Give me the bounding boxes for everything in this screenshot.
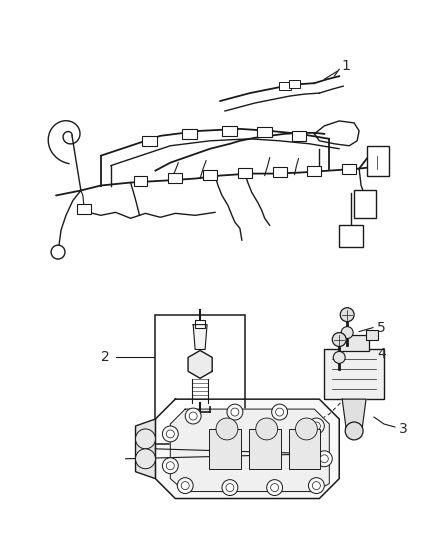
Circle shape <box>162 458 178 474</box>
Bar <box>203 169 217 180</box>
Circle shape <box>271 483 279 491</box>
Bar <box>142 136 157 146</box>
Circle shape <box>340 308 354 321</box>
Text: 5: 5 <box>377 321 386 335</box>
Circle shape <box>341 327 353 338</box>
Bar <box>168 173 182 182</box>
Circle shape <box>333 351 345 364</box>
Circle shape <box>189 412 197 420</box>
Bar <box>289 429 320 469</box>
Text: 4: 4 <box>377 348 386 361</box>
Bar <box>222 126 237 136</box>
Polygon shape <box>170 409 329 491</box>
Polygon shape <box>188 351 212 378</box>
Circle shape <box>320 455 328 463</box>
Circle shape <box>312 482 320 490</box>
Bar <box>366 329 378 340</box>
Bar <box>257 127 272 137</box>
Circle shape <box>166 462 174 470</box>
Bar <box>155 314 245 444</box>
Circle shape <box>312 422 320 430</box>
Text: 2: 2 <box>101 350 110 365</box>
Bar <box>134 175 148 185</box>
Circle shape <box>231 408 239 416</box>
Polygon shape <box>193 325 207 350</box>
Circle shape <box>222 480 238 496</box>
Circle shape <box>276 408 283 416</box>
Circle shape <box>227 404 243 420</box>
Bar <box>324 350 384 399</box>
Circle shape <box>316 451 332 467</box>
Bar <box>77 204 91 214</box>
Bar <box>238 168 252 177</box>
Polygon shape <box>135 419 155 479</box>
Circle shape <box>345 422 363 440</box>
Circle shape <box>51 245 65 259</box>
Bar <box>339 335 369 351</box>
Circle shape <box>226 483 234 491</box>
Bar <box>273 167 286 176</box>
Circle shape <box>181 482 189 490</box>
Circle shape <box>135 449 155 469</box>
Circle shape <box>267 480 283 496</box>
Polygon shape <box>342 399 366 429</box>
Bar <box>292 131 307 141</box>
Bar <box>209 429 241 469</box>
Circle shape <box>256 418 278 440</box>
Bar <box>249 429 281 469</box>
Circle shape <box>177 478 193 494</box>
Bar <box>182 129 197 139</box>
Circle shape <box>296 418 318 440</box>
Bar <box>354 190 376 219</box>
Circle shape <box>308 418 324 434</box>
Circle shape <box>272 404 288 420</box>
Circle shape <box>162 426 178 442</box>
Circle shape <box>185 408 201 424</box>
Bar <box>367 146 389 175</box>
Bar <box>289 80 300 88</box>
Text: 1: 1 <box>341 59 350 73</box>
Bar <box>279 82 290 90</box>
Bar <box>195 320 205 328</box>
Circle shape <box>332 333 346 346</box>
Circle shape <box>308 478 324 494</box>
Circle shape <box>216 418 238 440</box>
Bar <box>342 164 356 174</box>
Circle shape <box>166 430 174 438</box>
Polygon shape <box>155 399 339 498</box>
Bar <box>339 225 363 247</box>
Text: 3: 3 <box>399 422 408 436</box>
Circle shape <box>135 429 155 449</box>
Bar <box>307 166 321 175</box>
